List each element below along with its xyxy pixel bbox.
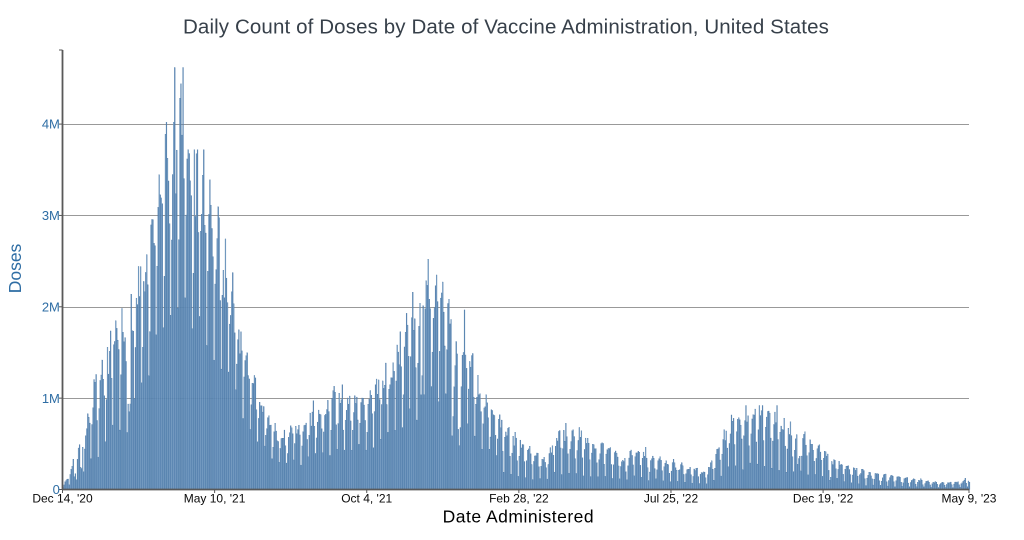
- svg-text:1M: 1M: [42, 391, 60, 406]
- svg-text:3M: 3M: [42, 208, 60, 223]
- svg-text:Daily Count of Doses by Date o: Daily Count of Doses by Date of Vaccine …: [183, 16, 829, 39]
- svg-text:May 10, '21: May 10, '21: [184, 492, 246, 506]
- svg-text:Dec 14, '20: Dec 14, '20: [32, 492, 93, 506]
- svg-text:2M: 2M: [42, 299, 60, 314]
- svg-text:Feb 28, '22: Feb 28, '22: [489, 492, 549, 506]
- svg-text:Dec 19, '22: Dec 19, '22: [793, 492, 854, 506]
- svg-text:Jul 25, '22: Jul 25, '22: [644, 492, 699, 506]
- svg-text:4M: 4M: [42, 117, 60, 132]
- svg-text:Doses: Doses: [5, 243, 25, 293]
- svg-text:Date Administered: Date Administered: [443, 507, 595, 527]
- svg-text:Oct 4, '21: Oct 4, '21: [341, 492, 392, 506]
- svg-text:May 9, '23: May 9, '23: [942, 492, 997, 506]
- svg-text:0: 0: [53, 482, 60, 497]
